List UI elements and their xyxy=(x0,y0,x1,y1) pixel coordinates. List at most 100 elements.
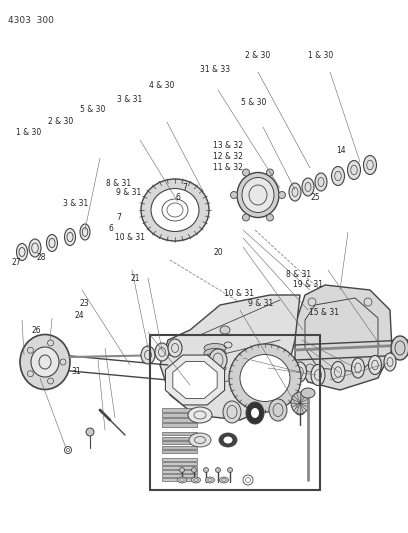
Bar xyxy=(162,446,197,448)
Bar xyxy=(162,408,197,411)
Polygon shape xyxy=(295,285,392,390)
Text: 2 & 30: 2 & 30 xyxy=(48,117,73,126)
Ellipse shape xyxy=(20,335,70,390)
Bar xyxy=(150,335,320,490)
Polygon shape xyxy=(173,361,217,399)
Text: 7: 7 xyxy=(117,214,122,222)
Text: 28: 28 xyxy=(37,254,46,262)
Ellipse shape xyxy=(31,347,59,377)
Ellipse shape xyxy=(151,189,199,231)
Ellipse shape xyxy=(204,353,226,362)
Bar xyxy=(162,466,197,469)
Ellipse shape xyxy=(204,467,208,472)
Ellipse shape xyxy=(29,239,41,257)
Ellipse shape xyxy=(189,433,211,447)
Bar xyxy=(162,462,197,464)
Text: 31: 31 xyxy=(71,367,81,376)
Bar xyxy=(162,413,197,416)
Ellipse shape xyxy=(315,173,327,191)
Ellipse shape xyxy=(229,344,301,412)
Ellipse shape xyxy=(206,477,215,483)
Ellipse shape xyxy=(331,361,345,383)
Ellipse shape xyxy=(242,214,250,221)
Ellipse shape xyxy=(331,166,344,185)
Text: 24: 24 xyxy=(74,311,84,320)
Text: 23: 23 xyxy=(80,300,89,308)
Ellipse shape xyxy=(251,408,259,418)
Ellipse shape xyxy=(204,343,226,352)
Circle shape xyxy=(86,428,94,436)
Ellipse shape xyxy=(188,407,212,423)
Text: 13 & 32: 13 & 32 xyxy=(213,141,244,150)
Bar xyxy=(162,478,197,481)
Circle shape xyxy=(295,405,305,415)
Bar xyxy=(162,470,197,472)
Bar xyxy=(162,418,197,422)
Text: 15 & 31: 15 & 31 xyxy=(309,309,339,317)
Bar xyxy=(162,450,197,453)
Text: 21: 21 xyxy=(131,274,140,283)
Ellipse shape xyxy=(293,362,306,382)
Ellipse shape xyxy=(141,179,209,241)
Ellipse shape xyxy=(269,399,287,421)
Ellipse shape xyxy=(204,359,226,367)
Ellipse shape xyxy=(16,244,27,261)
Text: 3 & 31: 3 & 31 xyxy=(63,199,89,208)
Text: 3 & 31: 3 & 31 xyxy=(117,95,142,104)
Ellipse shape xyxy=(168,339,182,357)
Ellipse shape xyxy=(302,178,314,196)
Polygon shape xyxy=(160,295,300,420)
Ellipse shape xyxy=(215,467,220,472)
Text: 10 & 31: 10 & 31 xyxy=(224,289,254,298)
Ellipse shape xyxy=(204,349,226,358)
Text: 9 & 31: 9 & 31 xyxy=(116,189,142,197)
Bar xyxy=(162,458,197,461)
Text: 6: 6 xyxy=(175,193,180,201)
Ellipse shape xyxy=(391,336,408,360)
Ellipse shape xyxy=(209,349,227,371)
Ellipse shape xyxy=(266,214,273,221)
Bar xyxy=(162,441,197,444)
Ellipse shape xyxy=(368,356,381,375)
Text: 26: 26 xyxy=(32,327,42,335)
Ellipse shape xyxy=(279,191,286,198)
Text: 10 & 31: 10 & 31 xyxy=(115,233,146,242)
Text: 1 & 30: 1 & 30 xyxy=(16,128,42,136)
Text: 2 & 30: 2 & 30 xyxy=(245,52,270,60)
Ellipse shape xyxy=(348,160,361,180)
Ellipse shape xyxy=(64,229,75,246)
Polygon shape xyxy=(165,355,224,405)
Ellipse shape xyxy=(228,467,233,472)
Ellipse shape xyxy=(223,401,241,423)
Bar xyxy=(162,437,197,440)
Text: 31 & 33: 31 & 33 xyxy=(200,65,230,74)
Ellipse shape xyxy=(289,183,301,201)
Ellipse shape xyxy=(231,191,237,198)
Ellipse shape xyxy=(141,346,155,364)
Ellipse shape xyxy=(301,388,315,398)
Text: 14: 14 xyxy=(337,146,346,155)
Ellipse shape xyxy=(237,173,279,217)
Ellipse shape xyxy=(224,437,233,443)
Ellipse shape xyxy=(191,477,200,483)
Ellipse shape xyxy=(191,467,197,472)
Ellipse shape xyxy=(242,169,250,176)
Text: 6: 6 xyxy=(108,224,113,232)
Ellipse shape xyxy=(240,354,290,401)
Ellipse shape xyxy=(242,177,274,213)
Ellipse shape xyxy=(364,156,377,174)
Ellipse shape xyxy=(384,353,396,371)
Text: 8 & 31: 8 & 31 xyxy=(286,270,311,279)
Ellipse shape xyxy=(220,326,230,334)
Text: 4 & 30: 4 & 30 xyxy=(149,81,174,90)
Ellipse shape xyxy=(80,224,90,240)
Bar xyxy=(162,423,197,426)
Text: 9 & 31: 9 & 31 xyxy=(248,300,273,308)
Ellipse shape xyxy=(246,402,264,424)
Text: 20: 20 xyxy=(214,248,224,256)
Bar xyxy=(162,474,197,477)
Bar xyxy=(162,432,197,435)
Text: 8 & 31: 8 & 31 xyxy=(106,180,131,188)
Text: 12 & 32: 12 & 32 xyxy=(213,152,243,161)
Text: 19 & 31: 19 & 31 xyxy=(293,280,323,288)
